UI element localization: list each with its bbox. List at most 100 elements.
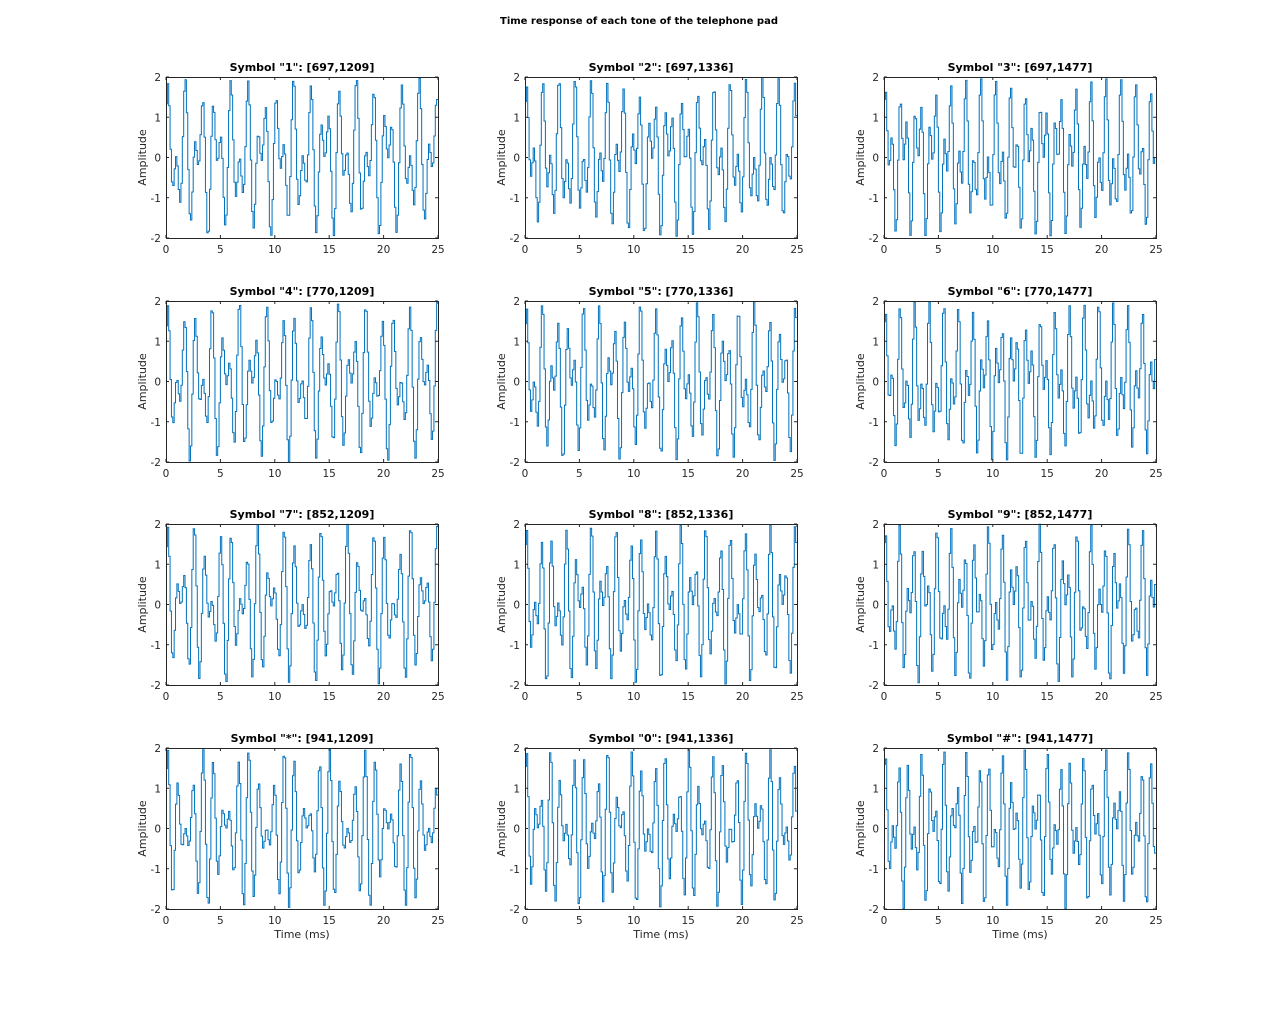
y-axis-label: Amplitude (495, 576, 508, 633)
x-tick-label: 20 (377, 244, 390, 256)
x-tick-label: 10 (268, 691, 281, 703)
y-tick-label: 0 (872, 600, 879, 612)
x-tick-label: 5 (935, 915, 942, 927)
x-axis-label: Time (ms) (632, 928, 688, 941)
y-tick-label: 2 (154, 72, 161, 84)
subplot-title: Symbol "8": [852,1336] (589, 508, 734, 521)
x-tick-label: 20 (736, 915, 749, 927)
x-tick-label: 25 (790, 468, 803, 480)
y-tick-label: -2 (510, 904, 520, 916)
signal-line (525, 524, 797, 685)
x-tick-label: 5 (576, 915, 583, 927)
x-tick-label: 10 (627, 915, 640, 927)
subplot: 0 5 10 15 20 25 -2 -1 0 1 2 Symbol "0": [941,1336] A… (495, 732, 804, 941)
x-tick-label: 20 (736, 691, 749, 703)
x-tick-label: 25 (431, 468, 444, 480)
x-tick-label: 25 (431, 915, 444, 927)
x-tick-label: 0 (163, 468, 170, 480)
x-tick-label: 5 (935, 244, 942, 256)
y-tick-label: -2 (151, 904, 161, 916)
x-tick-label: 20 (1095, 915, 1108, 927)
subplot: 0 5 10 15 20 25 -2 -1 0 1 2 Symbol "3": [697,1477] A… (854, 61, 1163, 256)
x-tick-label: 0 (163, 691, 170, 703)
y-tick-label: 0 (872, 824, 879, 836)
y-tick-label: -2 (510, 457, 520, 469)
y-tick-label: 0 (154, 377, 161, 389)
x-tick-label: 20 (1095, 244, 1108, 256)
y-tick-label: 0 (154, 600, 161, 612)
signal-line (525, 301, 797, 461)
x-tick-label: 0 (522, 915, 529, 927)
x-tick-label: 0 (881, 468, 888, 480)
x-tick-label: 5 (217, 244, 224, 256)
x-tick-label: 10 (268, 915, 281, 927)
x-tick-label: 15 (323, 915, 336, 927)
y-axis-label: Amplitude (136, 129, 149, 186)
x-tick-label: 10 (268, 244, 281, 256)
y-tick-label: -1 (510, 864, 520, 876)
x-tick-label: 10 (986, 244, 999, 256)
y-tick-label: 0 (154, 153, 161, 165)
x-tick-label: 10 (268, 468, 281, 480)
signal-line (166, 748, 438, 908)
y-tick-label: 1 (154, 559, 161, 571)
subplot-title: Symbol "#": [941,1477] (947, 732, 1093, 745)
y-tick-label: 0 (513, 377, 520, 389)
y-tick-label: 0 (154, 824, 161, 836)
x-tick-label: 0 (522, 691, 529, 703)
subplot-title: Symbol "9": [852,1477] (948, 508, 1093, 521)
y-tick-label: 0 (513, 600, 520, 612)
signal-line (884, 749, 1156, 910)
y-axis-label: Amplitude (136, 800, 149, 857)
x-tick-label: 25 (790, 691, 803, 703)
subplot-title: Symbol "3": [697,1477] (948, 61, 1093, 74)
y-axis-label: Amplitude (136, 576, 149, 633)
y-tick-label: 0 (513, 824, 520, 836)
y-tick-label: 2 (872, 743, 879, 755)
subplot: 0 5 10 15 20 25 -2 -1 0 1 2 Symbol "5": [770,1336] A… (495, 285, 804, 480)
y-tick-label: 2 (154, 743, 161, 755)
signal-line (525, 77, 797, 237)
x-tick-label: 5 (576, 468, 583, 480)
x-tick-label: 0 (163, 915, 170, 927)
signal-line (166, 523, 438, 685)
y-tick-label: 2 (513, 296, 520, 308)
y-tick-label: 1 (872, 783, 879, 795)
x-tick-label: 10 (627, 691, 640, 703)
y-axis-label: Amplitude (495, 129, 508, 186)
x-tick-label: 10 (627, 244, 640, 256)
x-tick-label: 5 (935, 468, 942, 480)
y-tick-label: -1 (151, 193, 161, 205)
x-tick-label: 20 (1095, 468, 1108, 480)
x-tick-label: 0 (881, 691, 888, 703)
y-axis-label: Amplitude (854, 353, 867, 410)
y-tick-label: -1 (510, 193, 520, 205)
subplot-title: Symbol "6": [770,1477] (948, 285, 1093, 298)
y-tick-label: 1 (513, 336, 520, 348)
y-tick-label: 1 (513, 112, 520, 124)
subplot-title: Symbol "0": [941,1336] (589, 732, 734, 745)
signal-line (884, 523, 1156, 684)
y-tick-label: 2 (872, 519, 879, 531)
x-tick-label: 15 (1041, 691, 1054, 703)
x-tick-label: 0 (163, 244, 170, 256)
subplot: 0 5 10 15 20 25 -2 -1 0 1 2 Symbol "6": [770,1477] A… (854, 285, 1163, 480)
x-tick-label: 25 (431, 244, 444, 256)
x-tick-label: 0 (522, 468, 529, 480)
x-tick-label: 15 (682, 468, 695, 480)
x-tick-label: 20 (377, 468, 390, 480)
x-tick-label: 20 (736, 468, 749, 480)
x-tick-label: 15 (323, 468, 336, 480)
subplot-title: Symbol "*": [941,1209] (231, 732, 374, 745)
y-tick-label: 1 (154, 783, 161, 795)
y-tick-label: 1 (154, 112, 161, 124)
subplot: 0 5 10 15 20 25 -2 -1 0 1 2 Symbol "#": [941,1477] A… (854, 732, 1163, 941)
subplot: 0 5 10 15 20 25 -2 -1 0 1 2 Symbol "1": [697,1209] A… (136, 61, 445, 256)
x-tick-label: 25 (1149, 468, 1162, 480)
x-tick-label: 15 (1041, 468, 1054, 480)
x-tick-label: 10 (986, 468, 999, 480)
subplot: 0 5 10 15 20 25 -2 -1 0 1 2 Symbol "4": [770,1209] A… (136, 285, 445, 480)
x-tick-label: 10 (627, 468, 640, 480)
subplot: 0 5 10 15 20 25 -2 -1 0 1 2 Symbol "*": [941,1209] A… (136, 732, 445, 941)
x-tick-label: 5 (576, 691, 583, 703)
